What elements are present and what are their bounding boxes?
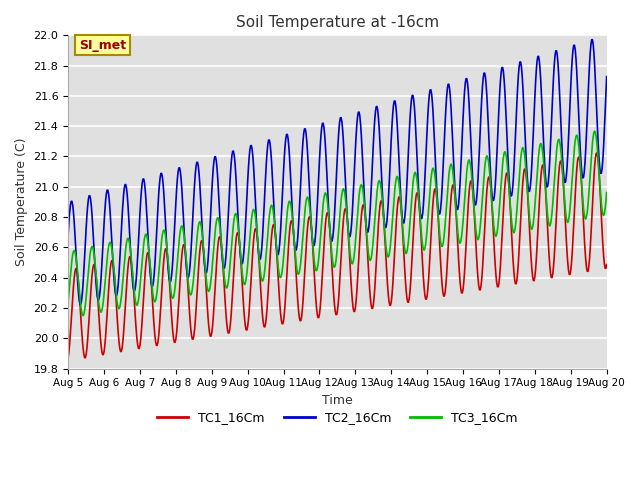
TC2_16Cm [382, 225, 390, 230]
TC2_16Cm [183, 271, 191, 277]
TC3_16Cm [183, 267, 191, 273]
TC2_16Cm [330, 226, 337, 231]
TC1_16Cm [554, 195, 561, 201]
TC3_16Cm [64, 299, 72, 304]
Legend: TC1_16Cm, TC2_16Cm, TC3_16Cm: TC1_16Cm, TC2_16Cm, TC3_16Cm [152, 406, 523, 429]
Line: TC3_16Cm: TC3_16Cm [68, 131, 607, 316]
TC1_16Cm [64, 355, 72, 361]
Line: TC1_16Cm: TC1_16Cm [68, 153, 607, 358]
TC1_16Cm [603, 262, 611, 267]
TC3_16Cm [330, 264, 337, 269]
TC1_16Cm [381, 242, 389, 248]
TC1_16Cm [329, 279, 337, 285]
Y-axis label: Soil Temperature (C): Soil Temperature (C) [15, 138, 28, 266]
TC3_16Cm [603, 190, 611, 195]
TC2_16Cm [554, 61, 562, 67]
X-axis label: Time: Time [322, 394, 353, 407]
TC3_16Cm [382, 244, 390, 250]
TC2_16Cm [207, 219, 214, 225]
TC3_16Cm [207, 283, 214, 289]
TC2_16Cm [603, 74, 611, 80]
TC3_16Cm [79, 313, 87, 319]
TC3_16Cm [435, 225, 443, 231]
TC2_16Cm [76, 301, 84, 307]
Title: Soil Temperature at -16cm: Soil Temperature at -16cm [236, 15, 439, 30]
Text: SI_met: SI_met [79, 39, 126, 52]
TC2_16Cm [589, 37, 596, 43]
TC3_16Cm [591, 128, 598, 134]
TC1_16Cm [593, 150, 601, 156]
TC1_16Cm [182, 259, 190, 265]
TC1_16Cm [435, 217, 442, 223]
TC2_16Cm [435, 211, 443, 217]
TC3_16Cm [554, 138, 562, 144]
TC1_16Cm [205, 330, 213, 336]
TC2_16Cm [64, 231, 72, 237]
Line: TC2_16Cm: TC2_16Cm [68, 40, 607, 304]
